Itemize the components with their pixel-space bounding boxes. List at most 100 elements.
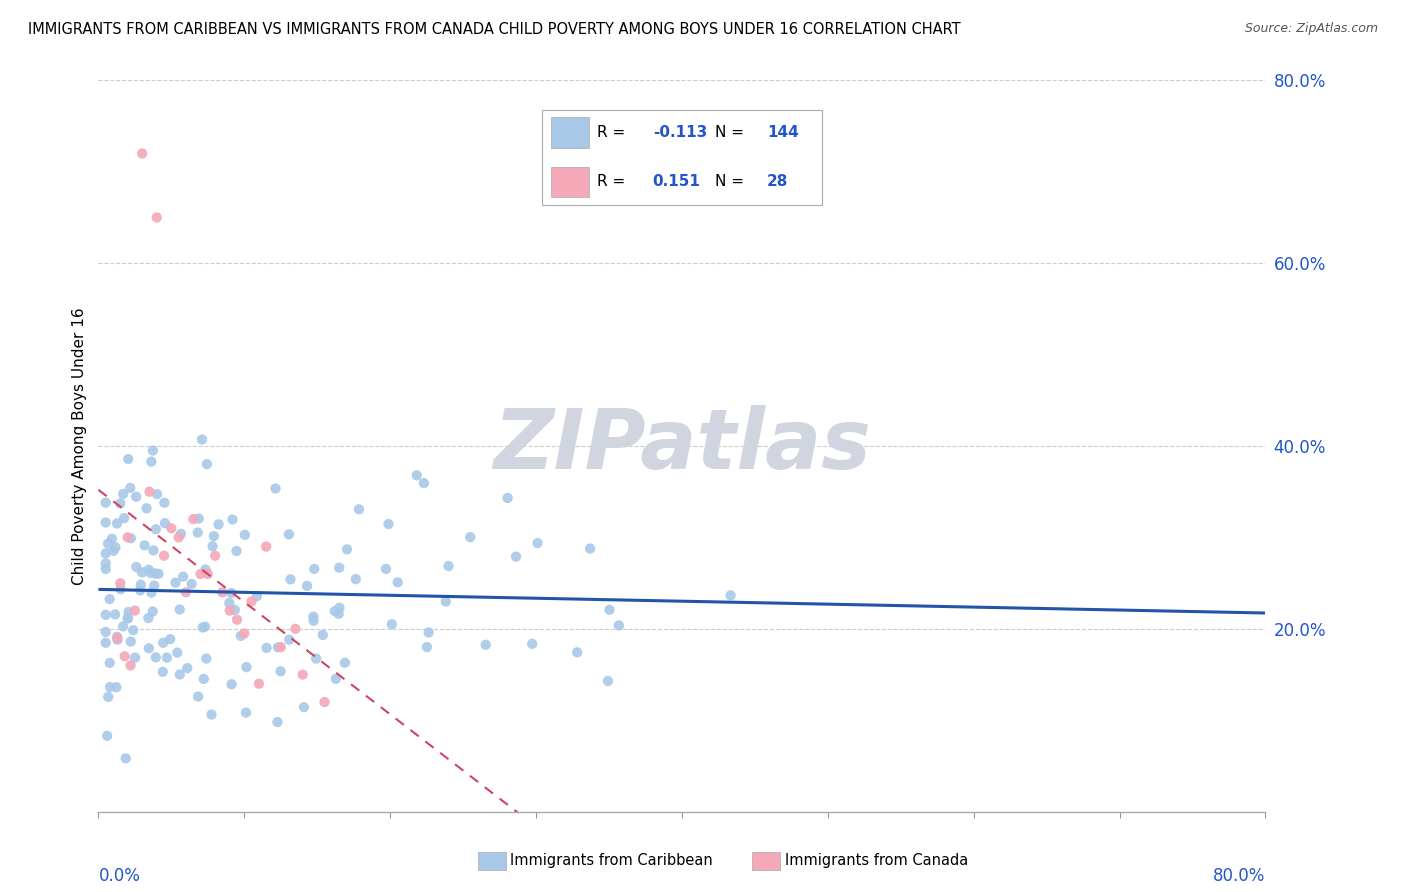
Point: [94, 607, 117, 622]
Point: [141, 585, 163, 599]
FancyBboxPatch shape: [551, 117, 589, 147]
Point: [120, 481, 142, 495]
Point: [117, 605, 139, 619]
Text: N =: N =: [714, 125, 744, 140]
Point: [218, 603, 240, 617]
Point: [579, 541, 602, 556]
Point: [129, 583, 152, 598]
Point: [207, 517, 229, 532]
Point: [302, 562, 325, 576]
Point: [152, 665, 174, 679]
Point: [211, 585, 233, 599]
Point: [270, 665, 292, 679]
Point: [142, 443, 165, 458]
Point: [567, 645, 589, 659]
Text: 144: 144: [768, 125, 799, 140]
Point: [176, 661, 198, 675]
Point: [190, 567, 212, 582]
Point: [187, 511, 209, 525]
Point: [104, 607, 127, 622]
Point: [98, 592, 121, 607]
Point: [221, 677, 243, 691]
Point: [295, 579, 318, 593]
Text: Source: ZipAtlas.com: Source: ZipAtlas.com: [1244, 22, 1378, 36]
Text: Immigrants from Canada: Immigrants from Canada: [785, 854, 967, 868]
Point: [148, 566, 170, 581]
Text: R =: R =: [596, 175, 630, 189]
Point: [194, 620, 217, 634]
Point: [387, 575, 409, 590]
Point: [120, 658, 142, 673]
Point: [169, 602, 191, 616]
Point: [160, 521, 183, 535]
Point: [145, 650, 167, 665]
Point: [110, 576, 132, 591]
Point: [191, 433, 214, 447]
Point: [146, 211, 169, 225]
Point: [152, 636, 174, 650]
FancyBboxPatch shape: [541, 110, 823, 204]
Point: [325, 672, 347, 686]
Point: [105, 516, 128, 531]
Point: [145, 522, 167, 536]
Point: [302, 614, 325, 628]
Point: [505, 549, 527, 564]
Text: 0.151: 0.151: [652, 175, 700, 189]
Point: [145, 566, 167, 581]
Point: [224, 603, 246, 617]
Text: N =: N =: [714, 175, 744, 189]
Point: [167, 530, 190, 544]
Point: [246, 589, 269, 603]
Point: [97, 690, 120, 704]
Point: [94, 546, 117, 560]
Point: [120, 531, 142, 545]
Point: [200, 707, 222, 722]
Point: [135, 501, 157, 516]
Point: [97, 536, 120, 550]
Point: [174, 585, 197, 599]
Point: [336, 542, 359, 557]
Point: [344, 572, 367, 586]
Point: [117, 530, 139, 544]
Point: [117, 452, 139, 467]
Point: [94, 557, 117, 571]
Point: [146, 487, 169, 501]
FancyBboxPatch shape: [551, 167, 589, 197]
Text: Immigrants from Caribbean: Immigrants from Caribbean: [510, 854, 713, 868]
Point: [105, 680, 128, 694]
Point: [607, 618, 630, 632]
Point: [94, 496, 117, 510]
Point: [526, 536, 548, 550]
Point: [195, 651, 218, 665]
Point: [312, 628, 335, 642]
Point: [292, 700, 315, 714]
Point: [141, 454, 163, 468]
Point: [328, 600, 350, 615]
Point: [405, 468, 427, 483]
Point: [129, 577, 152, 591]
Point: [107, 632, 129, 647]
Point: [347, 502, 370, 516]
Point: [125, 560, 148, 574]
Point: [114, 751, 136, 765]
Point: [235, 706, 257, 720]
Point: [117, 611, 139, 625]
Point: [233, 626, 256, 640]
Point: [153, 516, 176, 531]
Point: [522, 637, 544, 651]
Point: [221, 586, 243, 600]
Point: [437, 559, 460, 574]
Point: [474, 638, 496, 652]
Y-axis label: Child Poverty Among Boys Under 16: Child Poverty Among Boys Under 16: [72, 307, 87, 585]
Point: [101, 532, 124, 546]
Text: ZIPatlas: ZIPatlas: [494, 406, 870, 486]
Point: [277, 527, 299, 541]
Point: [267, 640, 290, 655]
Point: [204, 549, 226, 563]
Point: [94, 624, 117, 639]
Point: [98, 680, 121, 694]
Point: [112, 619, 135, 633]
Point: [105, 630, 128, 644]
Point: [225, 544, 247, 558]
Point: [138, 641, 160, 656]
